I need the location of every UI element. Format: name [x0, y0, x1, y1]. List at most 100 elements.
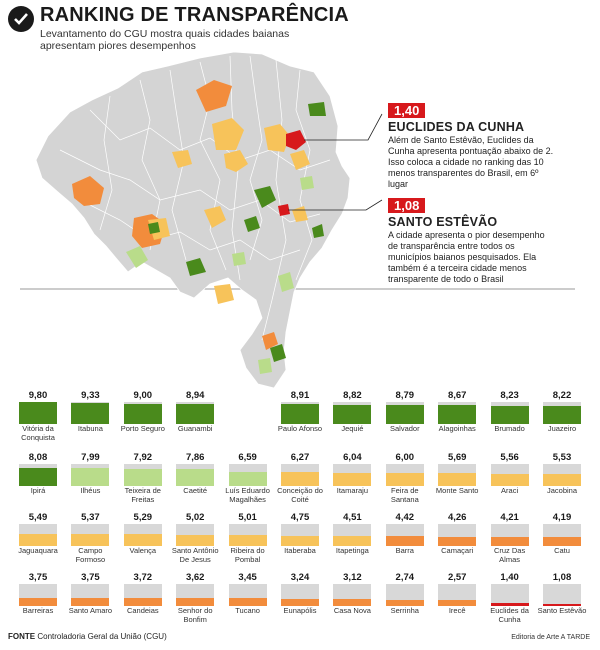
ranking-score: 3,12 [343, 572, 362, 583]
score-bar [176, 584, 215, 606]
score-bar [176, 464, 215, 486]
score-bar [281, 402, 319, 424]
region-green-4 [148, 222, 160, 234]
region-lightgreen-1 [126, 246, 148, 268]
ranking-cell: 5,56 Araci [485, 452, 535, 496]
source-text: Controladoria Geral da União (CGU) [37, 632, 167, 641]
score-bar [438, 402, 477, 424]
score-bar [19, 464, 57, 486]
score-bar-fill [385, 404, 424, 424]
score-bar-fill [71, 534, 110, 546]
ranking-city-name: Irecê [448, 606, 466, 615]
score-bar [385, 464, 424, 486]
page-title: RANKING DE TRANSPARÊNCIA [40, 4, 349, 26]
ranking-cell: 5,29 Valença [118, 512, 168, 556]
ranking-cell: 7,86 Caetité [170, 452, 220, 496]
ranking-city-name: Juazeiro [547, 424, 577, 433]
region-lightgreen-2 [258, 358, 272, 374]
ranking-cell: 5,69 Monte Santo [432, 452, 482, 496]
region-green-6 [312, 224, 324, 238]
ranking-cell: 6,27 Conceição do Coité [275, 452, 325, 504]
region-green-1 [308, 102, 326, 116]
ranking-city-name: Ilhéus [80, 486, 101, 495]
ranking-score: 3,72 [133, 572, 153, 583]
score-bar-fill [543, 603, 581, 606]
region-yellow-1 [212, 118, 244, 150]
score-bar [71, 584, 110, 606]
score-bar [71, 524, 110, 546]
region-orange-1 [196, 80, 232, 112]
ranking-score: 4,26 [447, 512, 467, 523]
checkmark-icon [8, 6, 34, 32]
ranking-score: 8,22 [552, 390, 572, 401]
ranking-score: 7,99 [81, 452, 100, 463]
ranking-city-name: Itaberaba [284, 546, 316, 555]
score-bar [19, 524, 57, 546]
score-bar-fill [176, 598, 215, 606]
score-bar-fill [228, 598, 267, 606]
ranking-cell: 4,42 Barra [380, 512, 430, 556]
ranking-cell: 3,62 Senhor do Bonfim [170, 572, 220, 624]
score-bar [281, 584, 319, 606]
ranking-cell: 4,75 Itaberaba [275, 512, 325, 556]
ranking-city-name: Luís Eduardo Magalhães [225, 486, 270, 504]
score-bar [281, 464, 319, 486]
callout-line-santo-estevao [288, 199, 383, 211]
callout-text: Além de Santo Estêvão, Euclides da Cunha… [388, 135, 554, 189]
callout-value: 1,40 [388, 103, 426, 118]
score-bar [543, 402, 581, 424]
ranking-cell: 3,75 Santo Amaro [65, 572, 115, 616]
score-bar-fill [176, 534, 215, 546]
ranking-city-name: Serrinha [390, 606, 419, 615]
score-bar-fill [438, 404, 477, 424]
callout-city: EUCLIDES DA CUNHA [388, 120, 525, 134]
region-yellow-8 [214, 284, 234, 304]
score-bar-fill [385, 536, 424, 546]
region-orange-2 [72, 176, 104, 206]
source-label: FONTE [8, 632, 36, 641]
region-green-5 [270, 344, 286, 362]
ranking-cell: 8,94 Guanambi [170, 390, 220, 434]
ranking-score: 2,74 [395, 572, 415, 583]
score-bar-fill [281, 598, 319, 606]
score-bar-fill [19, 468, 57, 486]
score-bar [543, 584, 581, 606]
score-bar-fill [543, 536, 581, 546]
ranking-city-name: Senhor do Bonfim [177, 606, 213, 624]
ranking-score: 5,01 [238, 512, 257, 523]
ranking-score: 8,82 [343, 390, 362, 401]
score-bar [490, 464, 529, 486]
ranking-city-name: Cruz Das Almas [493, 546, 526, 564]
score-bar [385, 584, 424, 606]
bahia-map [20, 51, 575, 389]
ranking-cell: 4,19 Catu [537, 512, 587, 556]
ranking-city-name: Guanambi [177, 424, 213, 433]
score-bar-fill [385, 472, 424, 486]
ranking-cell: 8,82 Jequié [327, 390, 377, 434]
ranking-cell: 5,53 Jacobina [537, 452, 587, 496]
page-subtitle: Levantamento do CGU mostra quais cidades… [40, 28, 290, 52]
ranking-city-name: Araci [501, 486, 519, 495]
score-bar-fill [438, 600, 477, 606]
ranking-city-name: Eunapólis [283, 606, 317, 615]
score-bar-fill [438, 536, 477, 546]
source-note: FONTE Controladoria Geral da União (CGU) [8, 632, 167, 641]
ranking-cell: 7,92 Teixeira de Freitas [118, 452, 168, 504]
score-bar-fill [543, 405, 581, 424]
score-bar-fill [438, 473, 477, 486]
ranking-city-name: Brumado [494, 424, 525, 433]
ranking-city-name: Teixeira de Freitas [124, 486, 161, 504]
ranking-cell: 9,33 Itabuna [65, 390, 115, 434]
ranking-cell: 1,40 Euclides da Cunha [485, 572, 535, 624]
region-green-2 [254, 186, 276, 208]
score-bar-fill [176, 404, 215, 424]
region-green-3 [186, 258, 206, 276]
score-bar-fill [19, 597, 57, 606]
ranking-cell: 5,02 Santo Antônio De Jesus [170, 512, 220, 564]
ranking-score: 8,23 [500, 390, 519, 401]
ranking-score: 8,91 [290, 390, 310, 401]
ranking-score: 1,08 [552, 572, 572, 583]
ranking-cell: 9,00 Porto Seguro [118, 390, 168, 434]
score-bar-fill [490, 405, 529, 424]
ranking-city-name: Santo Estêvão [537, 606, 587, 615]
